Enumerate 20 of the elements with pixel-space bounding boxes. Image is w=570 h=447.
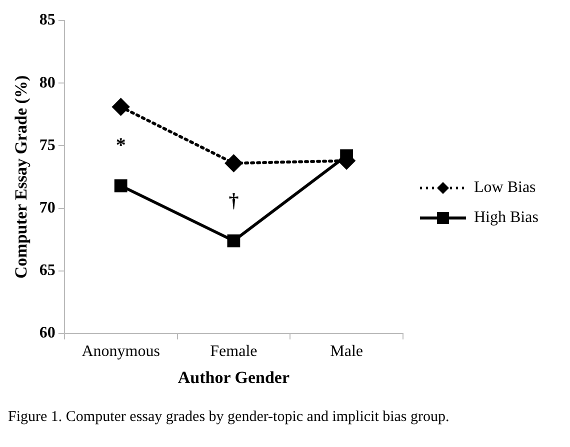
annotation: * xyxy=(116,134,126,157)
x-tick-label: Anonymous xyxy=(82,343,160,360)
y-tick-label: 65 xyxy=(39,262,56,279)
x-axis-title: Author Gender xyxy=(178,368,290,388)
y-tick-label: 75 xyxy=(39,136,56,154)
caption: Figure 1. Computer essay grades by gender-topic and implicit bias group. xyxy=(8,409,450,426)
y-axis-title: Computer Essay Grade (%) xyxy=(12,75,31,279)
legend-label: Low Bias xyxy=(474,179,536,197)
point xyxy=(225,154,242,172)
point xyxy=(227,234,240,248)
annotation: † xyxy=(228,190,239,212)
y-tick-label: 70 xyxy=(39,199,56,216)
point xyxy=(112,98,130,116)
x-tick-label: Male xyxy=(330,343,364,360)
y-tick-label: 60 xyxy=(39,324,56,342)
y-tick-label: 85 xyxy=(39,12,56,29)
legend-label: High Bias xyxy=(474,209,538,227)
point xyxy=(114,179,128,192)
y-tick-label: 80 xyxy=(39,74,56,92)
x-tick-label: Female xyxy=(210,343,258,360)
